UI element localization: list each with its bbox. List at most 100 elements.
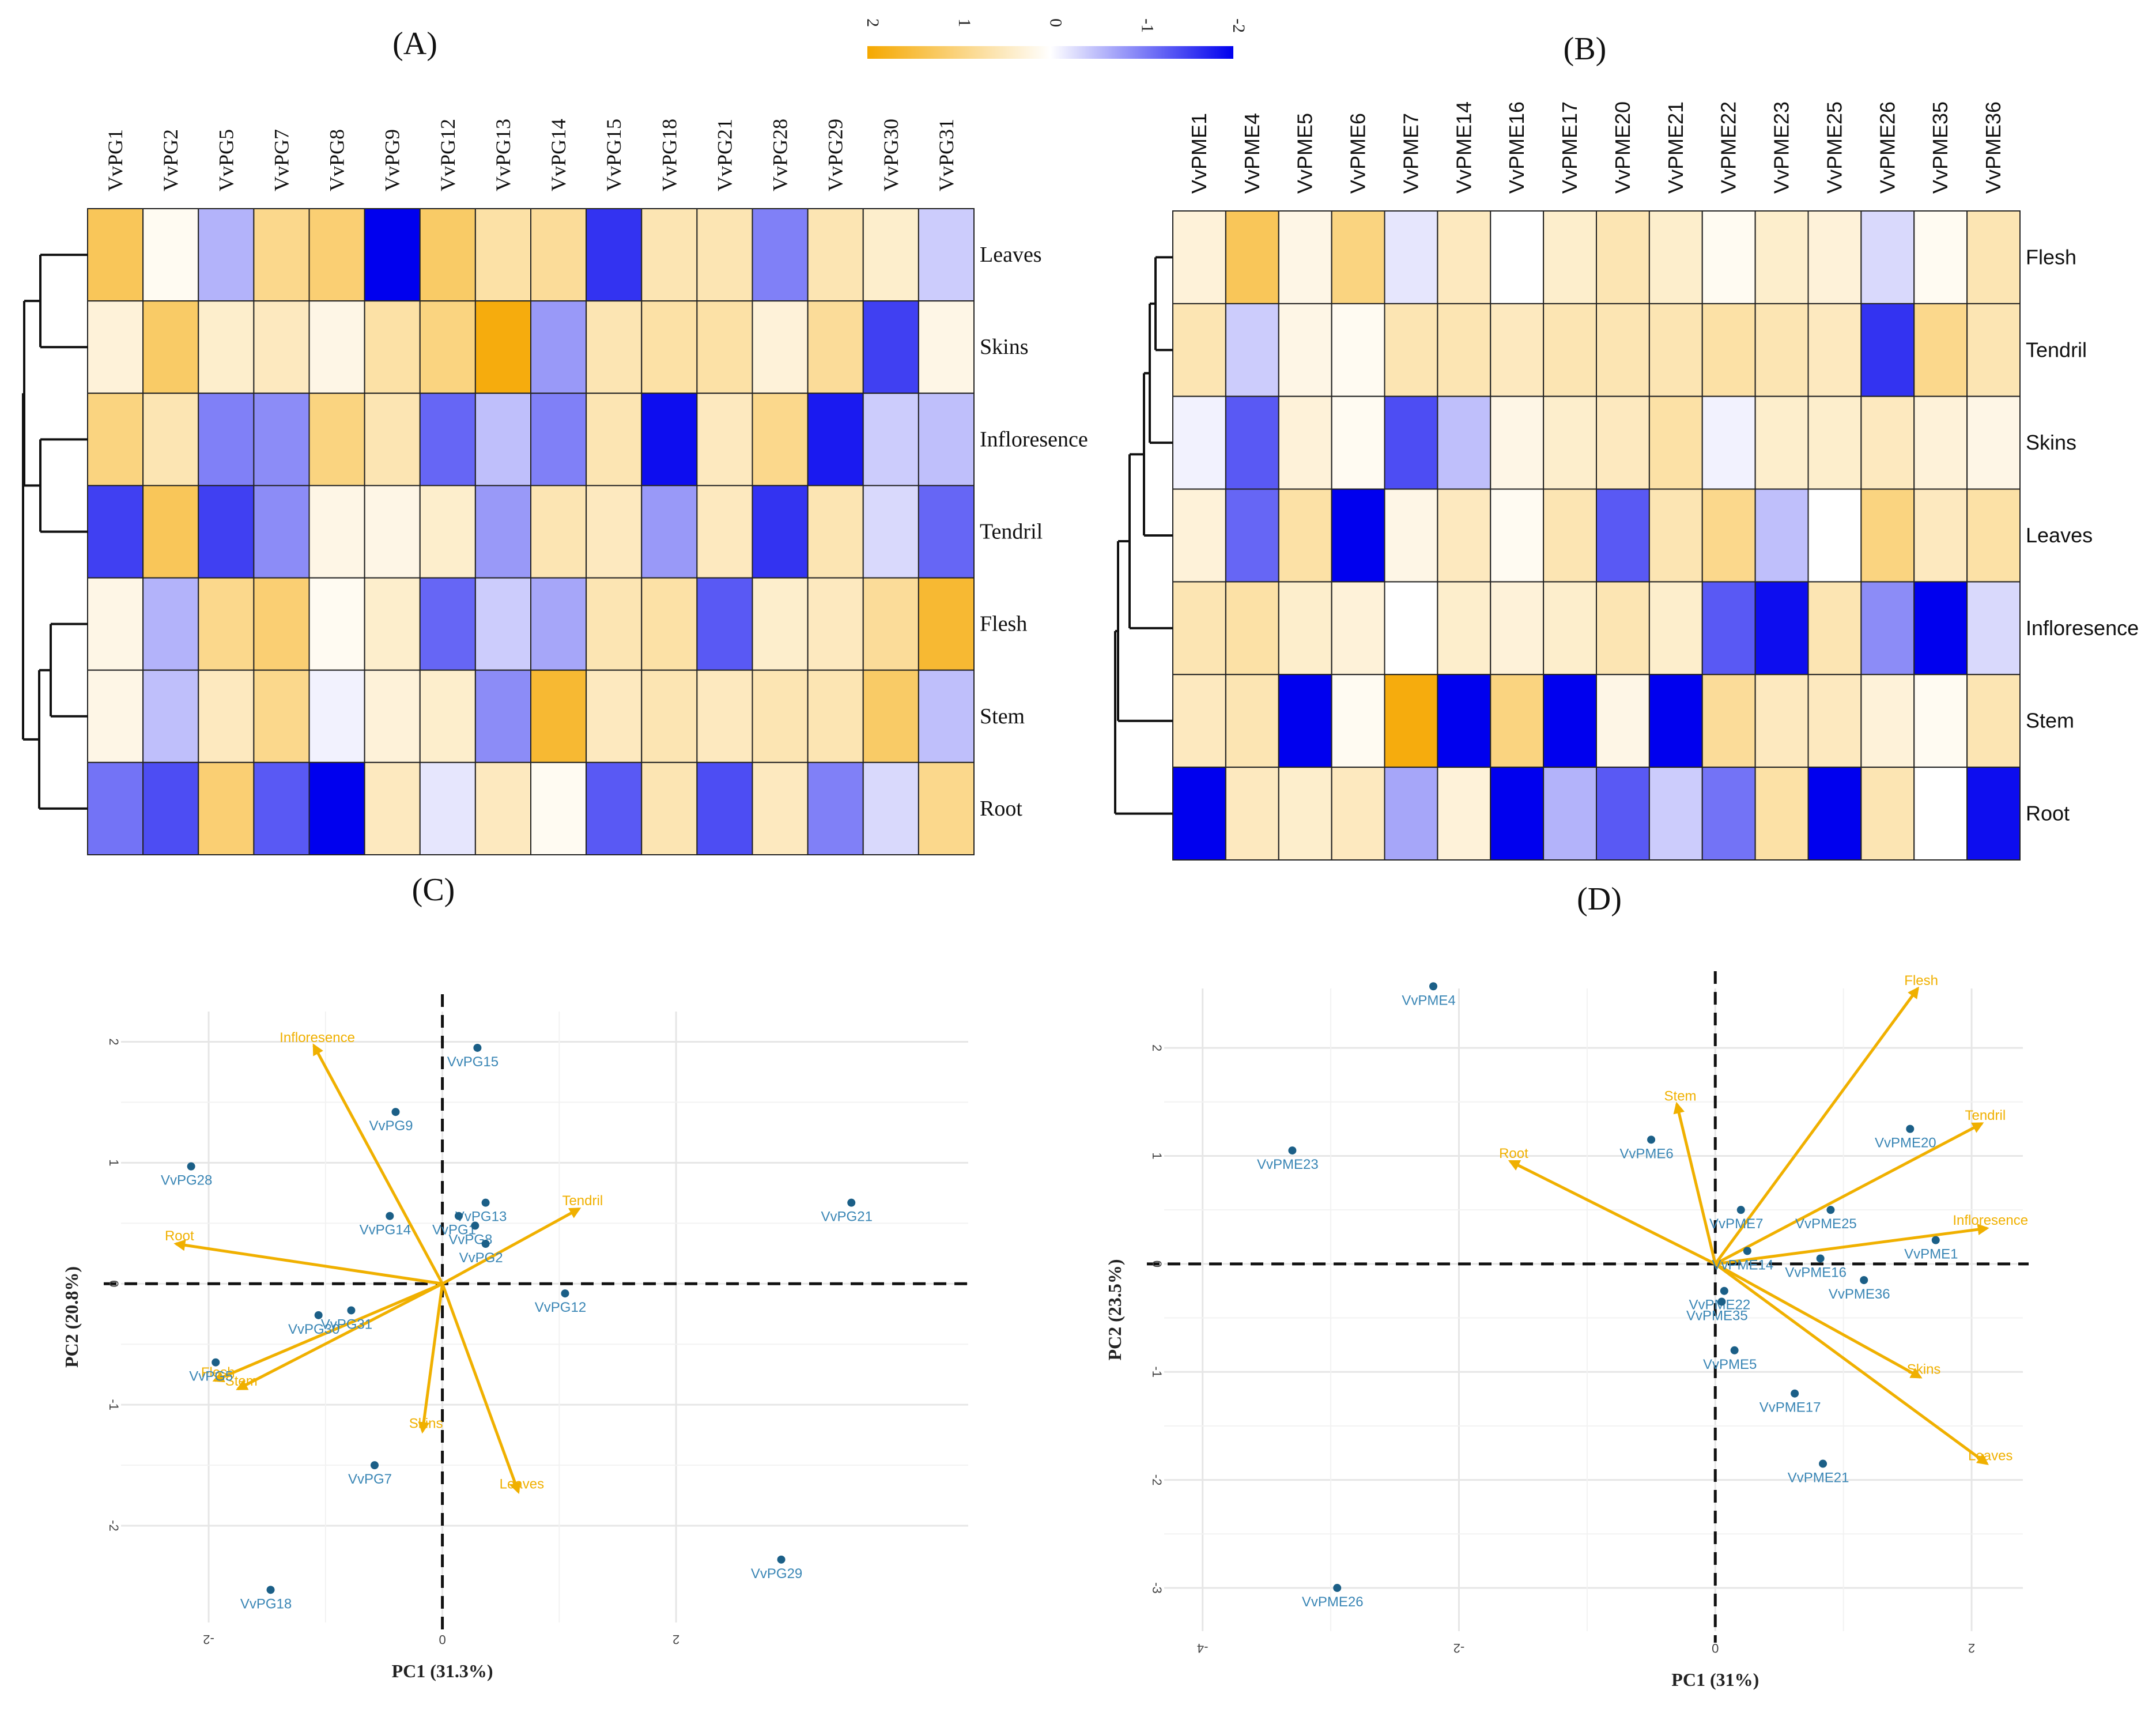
heatmap-cell [474, 577, 531, 671]
heatmap-cell [1331, 581, 1385, 676]
heatmap-cell [1860, 581, 1915, 676]
row-label: Leaves [980, 243, 1042, 267]
heatmap-cell [419, 300, 476, 394]
heatmap-cell [696, 393, 753, 486]
x-axis-title: PC1 (31.3%) [392, 1661, 493, 1681]
heatmap-cell [752, 393, 809, 486]
heatmap-cell [142, 669, 199, 763]
heatmap-cell [253, 393, 310, 486]
gene-point [1720, 1286, 1728, 1295]
pca-biplot-d: -4 -2 0 2 -3 -2 -1 0 1 2 PC1 (31%) PC2 (23.5%) Flesh… [1104, 971, 2029, 1690]
heatmap-cell [862, 485, 919, 579]
gene-point [347, 1306, 356, 1315]
heatmap-cell [1913, 210, 1968, 304]
heatmap-cell [752, 485, 809, 579]
heatmap-cell [198, 208, 255, 302]
vector-label: Root [1499, 1146, 1528, 1161]
heatmap-cell [807, 393, 864, 486]
column-label: VvPME36 [1981, 101, 2005, 194]
pca-biplot-c: -2 0 2 -2 -1 0 1 2 PC1 (31.3%) PC2 (20.8%) Inflore… [61, 994, 974, 1681]
column-label: VvPME7 [1399, 113, 1422, 194]
heatmap-cell [419, 393, 476, 486]
heatmap-cell [807, 485, 864, 579]
heatmap-cell [917, 577, 975, 671]
heatmap-cell [253, 669, 310, 763]
heatmap-cell [1807, 767, 1862, 861]
heatmap-cell [1860, 395, 1915, 490]
heatmap-cell [1966, 488, 2021, 583]
heatmap-cell [1172, 581, 1226, 676]
heatmap-cell [1331, 395, 1385, 490]
heatmap-cell [198, 761, 255, 856]
heatmap-cell [1278, 581, 1332, 676]
column-label: VvPG5 [214, 129, 237, 191]
gene-point [266, 1586, 275, 1594]
heatmap-cell [807, 208, 864, 302]
heatmap-cell [1331, 674, 1385, 768]
heatmap-cell [1172, 674, 1226, 768]
column-label: VvPG30 [879, 119, 903, 191]
heatmap-cell [1543, 581, 1597, 676]
heatmap-cell [1437, 488, 1492, 583]
x-axis-title: PC1 (31%) [1671, 1669, 1759, 1690]
row-label: Flesh [2026, 245, 2076, 269]
gene-point [777, 1555, 786, 1564]
heatmap-cell [1437, 767, 1492, 861]
vector-label: Root [165, 1228, 194, 1244]
x-tick-label: -2 [203, 1632, 214, 1647]
heatmap-cell [1384, 767, 1438, 861]
column-label: VvPME17 [1558, 101, 1581, 194]
heatmap-cell [586, 669, 643, 763]
heatmap-cell [917, 761, 975, 856]
column-label: VvPME23 [1770, 101, 1793, 194]
heatmap-cell [1437, 395, 1492, 490]
column-label: VvPME5 [1293, 113, 1317, 194]
heatmap-cell [1807, 488, 1862, 583]
gene-label: VvPME35 [1686, 1308, 1748, 1323]
heatmap-cell [1596, 674, 1650, 768]
heatmap-cell [253, 761, 310, 856]
heatmap-cell [807, 300, 864, 394]
gene-label: VvPG15 [447, 1054, 499, 1070]
heatmap-cell [1490, 581, 1545, 676]
heatmap-cell [87, 761, 144, 856]
y-tick-label: 1 [1150, 1152, 1164, 1159]
vector-label: Stem [225, 1373, 258, 1389]
heatmap-cell [1225, 303, 1279, 397]
column-label: VvPG14 [547, 119, 570, 191]
heatmap-cell [308, 208, 365, 302]
heatmap-cell [308, 300, 365, 394]
row-label: Stem [980, 704, 1025, 729]
heatmap-cell [142, 577, 199, 671]
x-tick-label: -2 [1453, 1641, 1465, 1655]
column-label: VvPME26 [1875, 101, 1899, 194]
column-label: VvPG13 [492, 119, 515, 191]
heatmap-cell [530, 393, 587, 486]
heatmap-cell [87, 208, 144, 302]
vector-label: Tendril [562, 1193, 603, 1209]
row-label: Skins [980, 335, 1028, 359]
heatmap-cell [1648, 395, 1703, 490]
y-tick-label: 2 [1150, 1044, 1164, 1051]
row-label: Flesh [980, 612, 1027, 636]
row-label: Root [980, 797, 1022, 821]
heatmap-cell [198, 393, 255, 486]
vector-label: Infloresence [1953, 1213, 2028, 1228]
panel-label-d: (D) [1577, 881, 1622, 917]
heatmap-cell [1437, 303, 1492, 397]
heatmap-cell [641, 393, 698, 486]
colorbar-tick-label: -1 [1138, 18, 1157, 33]
column-label: VvPME20 [1611, 101, 1634, 194]
loading-vector [173, 1239, 443, 1285]
heatmap-cell [1437, 210, 1492, 304]
heatmap-cell [1331, 767, 1385, 861]
gene-label: VvPME1 [1904, 1247, 1958, 1262]
heatmap-cell [696, 300, 753, 394]
y-tick-label: 0 [1150, 1261, 1164, 1267]
gene-point [1736, 1206, 1745, 1214]
heatmap-cell [586, 300, 643, 394]
gene-label: VvPG29 [751, 1566, 802, 1582]
heatmap-cell [1701, 674, 1756, 768]
heatmap-cell [641, 669, 698, 763]
heatmap-cell [1966, 395, 2021, 490]
